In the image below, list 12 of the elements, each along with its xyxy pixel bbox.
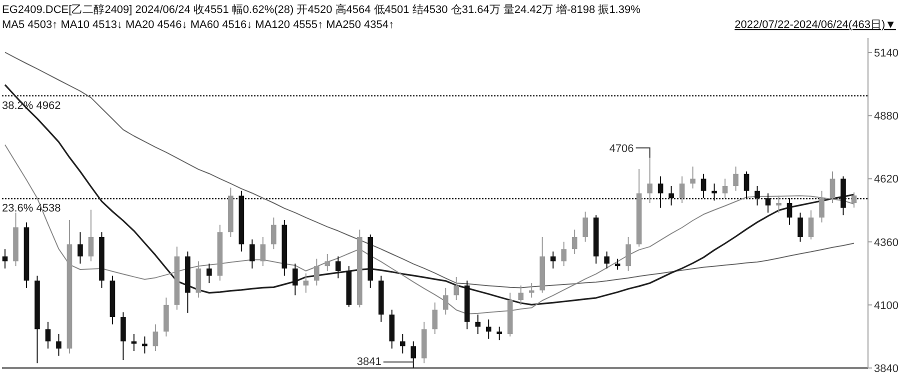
subtitle: MA5 4503↑ MA10 4513↓ MA20 4546↓ MA60 4516↓ MA120 4555↑ MA250 4354↑: [2, 19, 394, 31]
ref-label: 23.6% 4538: [2, 202, 61, 215]
title: EG2409.DCE[乙二醇2409] 2024/06/24 收4551 幅0.62%(28) 开4520 高4564 低4501 结4530 仓31.64万 量24.42万 增-8198 振1.39%: [2, 4, 640, 16]
ytick: 3840: [874, 363, 898, 375]
annotation: 2022/07/22-2024/06/24(463日)▼: [734, 19, 896, 31]
ytick: 4880: [874, 110, 898, 123]
ytick: 4620: [874, 174, 898, 186]
ytick: 4100: [874, 300, 898, 312]
annotation: 3841: [356, 356, 382, 368]
annotation: 4706: [609, 142, 634, 155]
ytick: 5140: [874, 48, 898, 60]
ytick: 4360: [874, 236, 898, 249]
